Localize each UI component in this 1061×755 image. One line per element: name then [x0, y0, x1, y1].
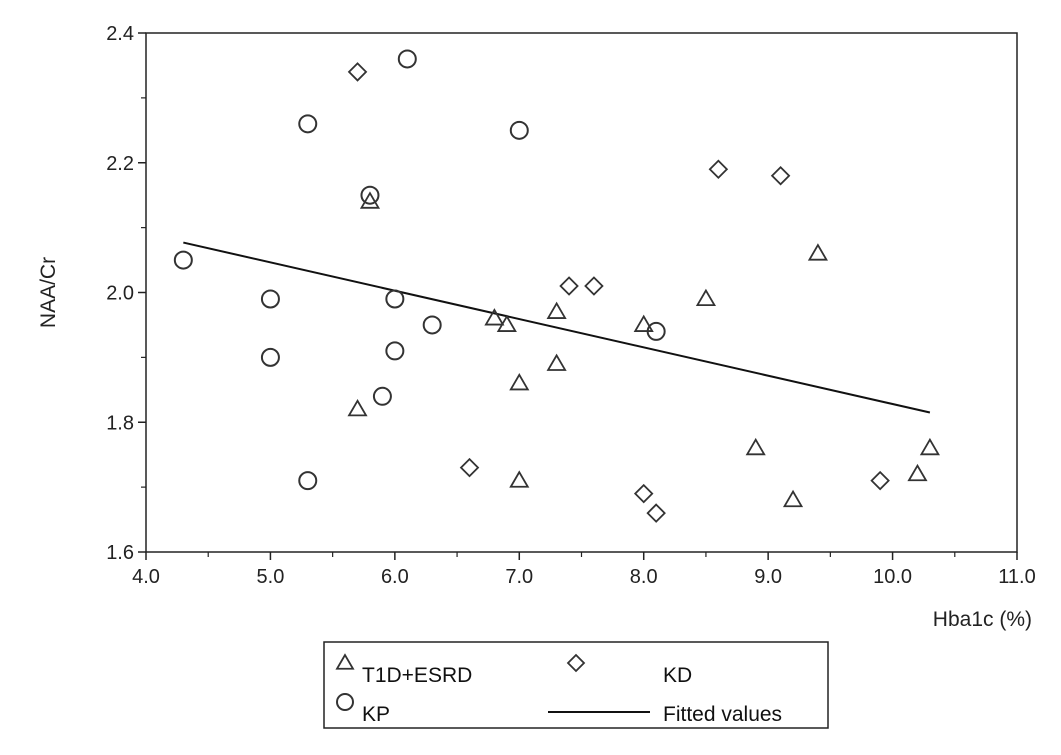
point-kd — [347, 62, 368, 82]
point-t1d-esrd — [919, 437, 940, 456]
y-tick-label: 1.8 — [106, 412, 134, 434]
point-kd — [646, 503, 666, 523]
point-t1d-esrd — [509, 470, 530, 488]
point-kp — [385, 341, 405, 361]
legend-label: KD — [663, 664, 692, 687]
y-tick-label: 2.4 — [106, 23, 134, 45]
point-t1d-esrd — [907, 463, 928, 482]
x-tick-label: 11.0 — [998, 566, 1035, 588]
point-t1d-esrd — [484, 308, 505, 326]
point-t1d-esrd — [509, 373, 530, 391]
point-kd — [708, 159, 729, 180]
x-tick-label: 8.0 — [630, 566, 658, 588]
legend-label: T1D+ESRD — [362, 664, 472, 687]
point-t1d-esrd — [745, 437, 766, 456]
point-kd — [559, 276, 579, 296]
legend-diamond-icon — [566, 653, 586, 673]
x-tick-label: 4.0 — [132, 566, 160, 588]
point-kp — [260, 347, 280, 367]
y-tick-label: 1.6 — [106, 542, 134, 564]
fitted-line — [183, 241, 931, 414]
point-t1d-esrd — [807, 243, 828, 261]
point-kp — [422, 315, 442, 335]
point-kd — [459, 457, 480, 478]
legend-circle-icon — [336, 693, 354, 711]
point-kp — [298, 471, 318, 491]
legend-box — [323, 641, 829, 729]
point-kp — [646, 321, 666, 341]
point-kp — [260, 289, 280, 309]
y-tick-label: 2.2 — [106, 153, 134, 175]
point-kp — [360, 185, 380, 205]
point-kp — [509, 120, 529, 140]
point-t1d-esrd — [782, 489, 804, 508]
x-tick-label: 6.0 — [381, 566, 409, 588]
point-t1d-esrd — [347, 398, 368, 417]
legend-triangle-icon — [335, 653, 355, 670]
point-kd — [584, 276, 604, 296]
y-tick-label: 2.0 — [106, 283, 134, 305]
point-t1d-esrd — [546, 301, 567, 319]
point-kd — [633, 483, 654, 504]
legend-label: Fitted values — [663, 703, 782, 726]
point-t1d-esrd — [695, 288, 716, 307]
point-t1d-esrd — [359, 191, 381, 209]
x-tick-label: 9.0 — [754, 566, 782, 588]
point-kp — [372, 386, 392, 406]
legend-label: KP — [362, 703, 390, 726]
point-kp — [173, 250, 193, 270]
point-kp — [298, 114, 318, 134]
point-kp — [397, 49, 417, 69]
x-axis-title: Hba1c (%) — [933, 608, 1032, 631]
point-kd — [770, 165, 791, 186]
x-tick-label: 5.0 — [257, 566, 285, 588]
point-t1d-esrd — [546, 353, 567, 371]
x-tick-label: 7.0 — [505, 566, 533, 588]
point-kp — [385, 289, 405, 309]
point-t1d-esrd — [496, 314, 517, 332]
x-tick-label: 10.0 — [873, 566, 912, 588]
point-kd — [870, 470, 890, 491]
point-t1d-esrd — [633, 314, 654, 332]
y-axis-title: NAA/Cr — [37, 257, 60, 328]
